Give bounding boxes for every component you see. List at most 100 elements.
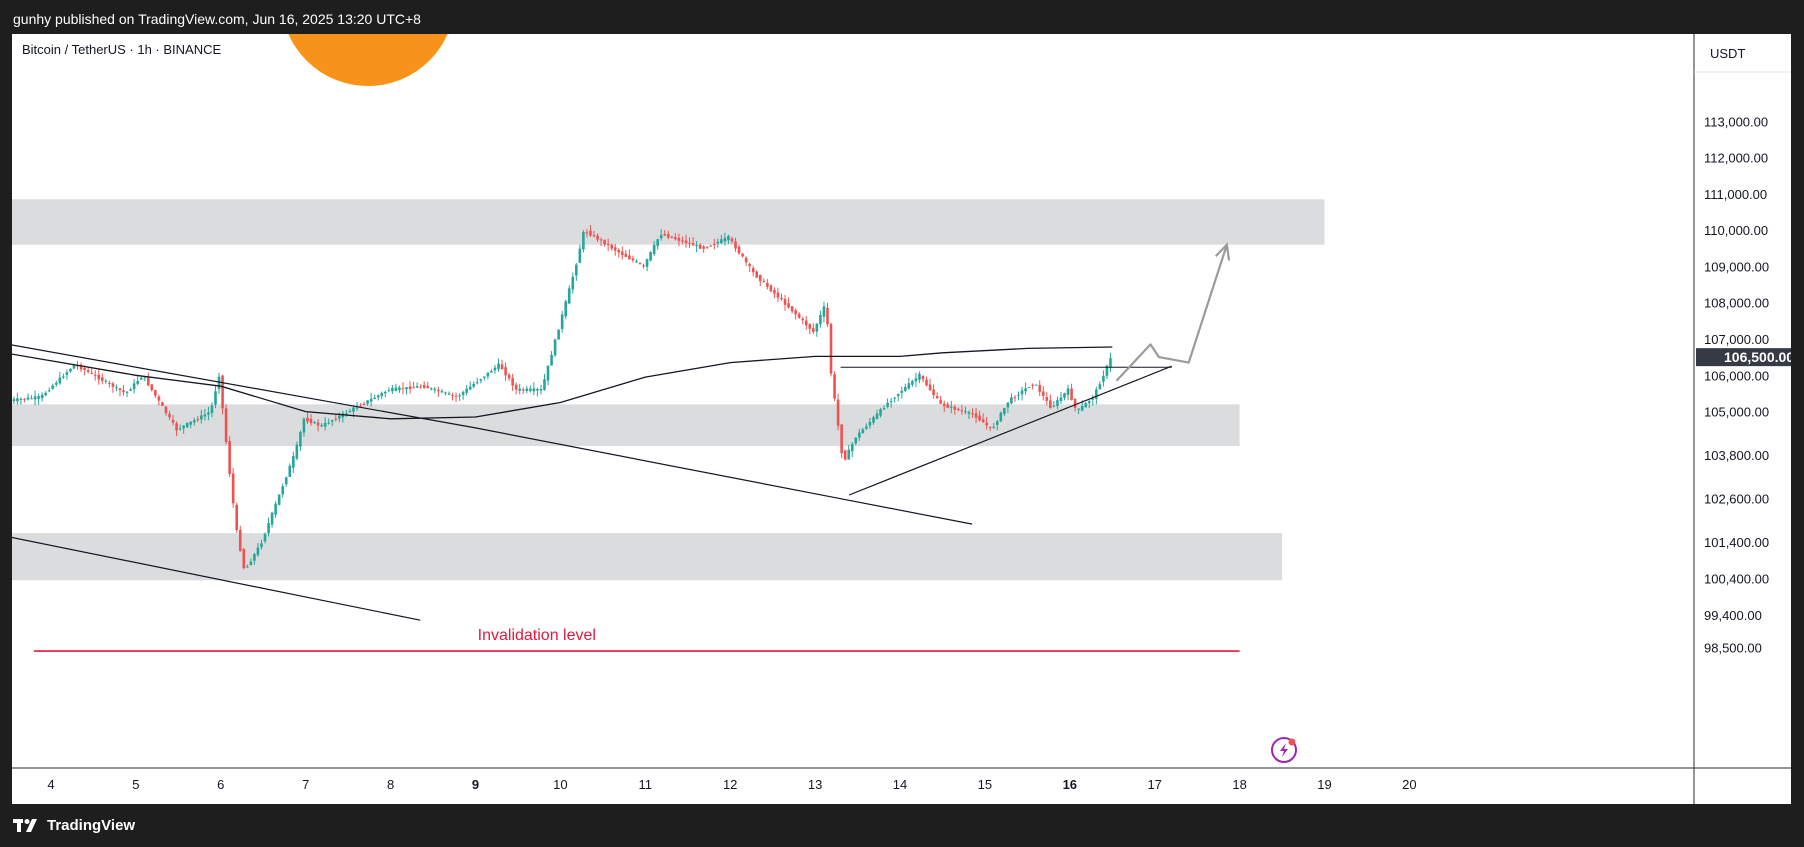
price-chart[interactable]: 113,000.00 112,000.00 111,000.00 110,000.00… <box>12 34 1791 804</box>
candle <box>192 420 196 423</box>
candle <box>136 381 139 384</box>
candle <box>790 306 794 312</box>
candle <box>1049 400 1052 409</box>
candle <box>58 377 62 384</box>
candle <box>65 372 69 375</box>
candle <box>914 378 918 382</box>
symbol-legend[interactable]: Bitcoin / TetherUS · 1h · BINANCE <box>22 42 221 57</box>
candle <box>493 367 497 371</box>
candle <box>433 388 437 391</box>
candle <box>1109 358 1112 368</box>
price-tick-label: 99,400.00 <box>1704 608 1762 623</box>
candle <box>826 307 829 325</box>
candle <box>323 422 327 427</box>
candle <box>12 399 16 402</box>
candle <box>299 431 302 447</box>
candle <box>932 389 935 396</box>
price-tick-label: 102,600.00 <box>1704 492 1769 507</box>
candle <box>217 376 221 389</box>
candle <box>610 244 613 249</box>
lower-support-zone <box>12 533 1283 581</box>
candle <box>560 314 564 329</box>
candle <box>465 388 468 393</box>
candle <box>207 412 210 415</box>
candle <box>589 230 592 236</box>
candle <box>642 265 645 267</box>
candle <box>868 421 872 426</box>
candle <box>1098 384 1102 390</box>
candle <box>249 561 253 566</box>
lower-descending-trendline <box>12 536 421 621</box>
candle <box>118 388 122 391</box>
candle <box>603 239 606 245</box>
candle <box>171 419 175 423</box>
candle <box>355 407 359 409</box>
candle <box>776 292 780 298</box>
candle <box>47 390 51 392</box>
candle <box>19 398 23 400</box>
candle <box>1006 402 1010 408</box>
candle <box>617 249 621 253</box>
candle <box>702 246 705 249</box>
candle <box>189 421 193 425</box>
candle <box>960 410 964 412</box>
candle <box>659 234 663 239</box>
chart-frame[interactable]: 113,000.00 112,000.00 111,000.00 110,000.00… <box>12 34 1791 804</box>
candle <box>316 422 320 426</box>
candle <box>766 282 769 287</box>
mid-support-zone <box>12 404 1240 447</box>
candle <box>840 424 843 454</box>
candle <box>564 301 568 317</box>
candle <box>723 237 727 242</box>
candle <box>567 288 571 304</box>
time-tick-label: 11 <box>639 777 653 792</box>
candle <box>253 553 256 561</box>
candle <box>79 364 83 370</box>
candle <box>23 398 26 400</box>
tradingview-brand[interactable]: TradingView <box>13 817 135 834</box>
candle <box>16 398 19 402</box>
candle <box>86 370 90 372</box>
candle <box>366 400 369 404</box>
candle <box>111 383 115 387</box>
candle <box>543 379 546 391</box>
price-tick-label: 107,000.00 <box>1704 332 1769 347</box>
candle <box>30 398 33 400</box>
candle <box>168 413 171 418</box>
candle <box>115 386 118 388</box>
tradingview-brand-text: TradingView <box>47 817 136 834</box>
price-tick-label: 109,000.00 <box>1704 259 1769 274</box>
candle <box>677 238 681 241</box>
candle <box>727 235 730 241</box>
candle <box>408 386 412 389</box>
candle <box>712 243 716 245</box>
candle <box>44 392 47 396</box>
candle <box>886 402 889 407</box>
candle <box>532 388 536 392</box>
candle <box>861 429 865 434</box>
candle <box>1070 388 1073 401</box>
candle <box>256 547 260 556</box>
candle <box>284 477 288 485</box>
candle <box>391 387 394 392</box>
candle <box>511 378 514 386</box>
price-tick-label: 111,000.00 <box>1704 187 1767 202</box>
candle <box>981 419 985 423</box>
candle <box>762 281 766 283</box>
candle <box>1038 384 1042 392</box>
candle <box>688 242 691 244</box>
candle <box>429 388 433 390</box>
currency-label[interactable]: USDT <box>1710 46 1745 61</box>
candle <box>847 449 851 460</box>
candle <box>1010 397 1013 404</box>
candle <box>1041 391 1045 396</box>
candle <box>773 289 776 294</box>
candle <box>730 238 734 242</box>
candle <box>143 377 147 379</box>
candle <box>1031 384 1034 386</box>
candle <box>468 386 472 390</box>
candle <box>822 306 826 317</box>
time-tick-label: 15 <box>978 777 992 792</box>
candle <box>214 391 217 405</box>
flash-icon[interactable] <box>1271 737 1297 763</box>
